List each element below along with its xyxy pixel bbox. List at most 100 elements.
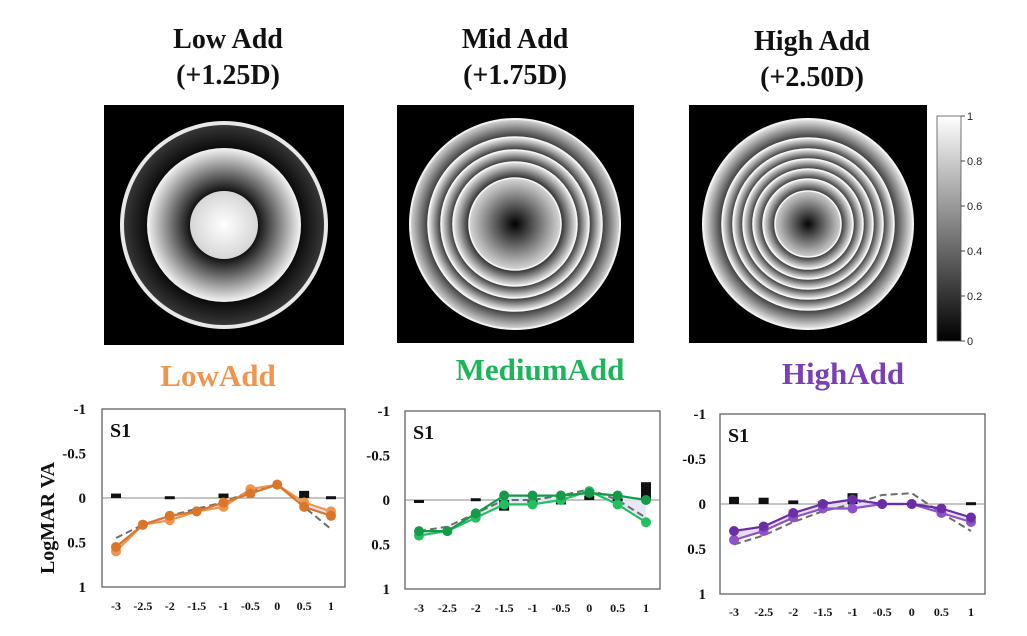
data-point	[326, 510, 336, 521]
x-tick-label: 0	[586, 601, 592, 615]
difference-bar	[111, 493, 121, 498]
svg-text:Low Add: Low Add	[173, 24, 283, 55]
y-axis-label: LogMAR VA	[37, 461, 59, 574]
data-point	[936, 503, 947, 514]
x-tick-label: 0.5	[297, 599, 312, 613]
data-point	[877, 499, 888, 509]
x-tick-label: -3	[111, 599, 121, 613]
difference-bar	[758, 497, 769, 504]
difference-bar	[966, 502, 976, 506]
data-point	[111, 541, 121, 552]
phase-map-mid-add	[397, 105, 634, 343]
x-tick-label: -0.5	[241, 599, 260, 613]
data-point	[245, 488, 256, 499]
y-tick-label: 0	[79, 491, 87, 507]
difference-bar	[414, 500, 424, 503]
data-point	[191, 506, 202, 517]
svg-text:(+1.75D): (+1.75D)	[463, 60, 567, 91]
data-point	[299, 501, 310, 512]
x-tick-label: -1	[528, 601, 538, 615]
data-point	[612, 499, 623, 510]
y-tick-label: 1	[383, 582, 391, 598]
data-point	[137, 519, 148, 530]
difference-bar	[641, 482, 651, 500]
colorbar-tick-label: 1	[967, 111, 973, 123]
x-tick-label: -3	[729, 605, 739, 619]
va-chart-medium-add: -1 -0.5 0 0.5 1 -3 -2.5 -2 -1.5 -1 -0.5 0 0.5 1 S1	[366, 404, 661, 615]
data-point	[555, 490, 566, 501]
x-tick-label: 1	[328, 599, 334, 613]
x-tick-label: -2	[165, 599, 175, 613]
svg-text:(+1.25D): (+1.25D)	[176, 60, 280, 91]
y-tick-label: 0.5	[67, 536, 86, 552]
difference-bar	[218, 493, 229, 498]
colorbar-tick-label: 0.2	[967, 291, 982, 303]
svg-text:Mid Add: Mid Add	[462, 24, 569, 55]
data-point	[584, 487, 595, 498]
svg-text:(+2.50D): (+2.50D)	[760, 62, 864, 93]
y-tick-label: 0.5	[371, 538, 390, 554]
data-point	[499, 490, 510, 501]
predicted-line	[418, 488, 647, 533]
subject-label: S1	[110, 420, 131, 442]
x-tick-label: 1	[968, 605, 974, 619]
y-tick-label: 1	[699, 587, 707, 603]
subject-label: S1	[413, 422, 434, 444]
x-tick-label: 0	[909, 605, 915, 619]
data-point	[442, 526, 453, 537]
condition-label-low: LowAdd	[160, 358, 275, 393]
x-tick-label: -1	[219, 599, 229, 613]
y-tick-label: 0	[699, 497, 707, 513]
condition-label-high: HighAdd	[782, 356, 904, 391]
x-tick-label: -1.5	[495, 601, 514, 615]
data-point	[218, 497, 229, 508]
x-tick-label: 0.5	[610, 601, 625, 615]
data-point	[641, 495, 651, 505]
colorbar: 1 0.8 0.6 0.4 0.2 0	[936, 111, 982, 348]
data-point	[966, 512, 976, 523]
panel-title-low: Low Add (+1.25D)	[173, 24, 283, 91]
x-tick-label: -2.5	[133, 599, 152, 613]
x-tick-label: -2.5	[438, 601, 457, 615]
y-tick-label: -1	[74, 402, 87, 418]
x-tick-label: -0.5	[551, 601, 570, 615]
data-point	[527, 499, 538, 510]
difference-bar	[164, 496, 175, 500]
x-tick-label: -1	[848, 605, 858, 619]
colorbar-tick-label: 0.4	[967, 246, 982, 258]
condition-label-medium: MediumAdd	[456, 352, 625, 387]
data-point	[847, 494, 858, 505]
y-tick-label: -0.5	[366, 449, 390, 465]
y-tick-label: -1	[378, 404, 391, 420]
difference-bar	[470, 498, 481, 502]
x-tick-label: -2.5	[754, 605, 773, 619]
colorbar-tick-label: 0	[967, 336, 973, 348]
y-tick-label: 1	[79, 580, 87, 596]
data-point	[470, 508, 481, 519]
colorbar-tick-label: 0.8	[967, 156, 982, 168]
data-point	[758, 521, 769, 532]
data-point	[612, 490, 623, 501]
panel-title-mid: Mid Add (+1.75D)	[462, 24, 569, 91]
x-tick-label: -2	[471, 601, 481, 615]
va-chart-low-add: -1 -0.5 0 0.5 1 -3 -2.5 -2 -1.5 -1 -0.5 0 0.5 1 S1	[62, 402, 346, 613]
phase-map-low-add	[104, 105, 344, 345]
data-point	[906, 499, 917, 509]
x-tick-label: -2	[788, 605, 798, 619]
data-point	[729, 535, 739, 545]
y-tick-label: -1	[694, 407, 707, 423]
data-point	[414, 526, 424, 537]
x-tick-label: 0.5	[934, 605, 949, 619]
x-tick-label: -3	[414, 601, 424, 615]
data-point	[499, 499, 510, 510]
difference-bar	[326, 496, 336, 500]
difference-bar	[788, 500, 799, 504]
data-point	[641, 517, 651, 528]
difference-bar	[299, 490, 310, 498]
data-point	[164, 510, 175, 521]
y-tick-label: 0	[383, 493, 391, 509]
phase-map-high-add	[689, 105, 927, 343]
x-tick-label: -0.5	[873, 605, 892, 619]
x-tick-label: 1	[643, 601, 649, 615]
colorbar-tick-label: 0.6	[967, 201, 982, 213]
